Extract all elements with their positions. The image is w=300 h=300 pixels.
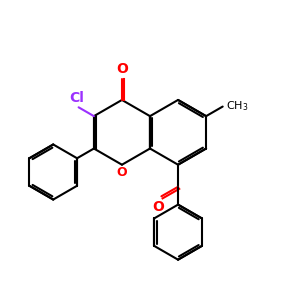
Text: CH$_3$: CH$_3$ <box>226 100 249 113</box>
Text: O: O <box>153 200 164 214</box>
Text: O: O <box>117 166 127 179</box>
Text: O: O <box>116 62 128 76</box>
Text: Cl: Cl <box>70 91 85 105</box>
